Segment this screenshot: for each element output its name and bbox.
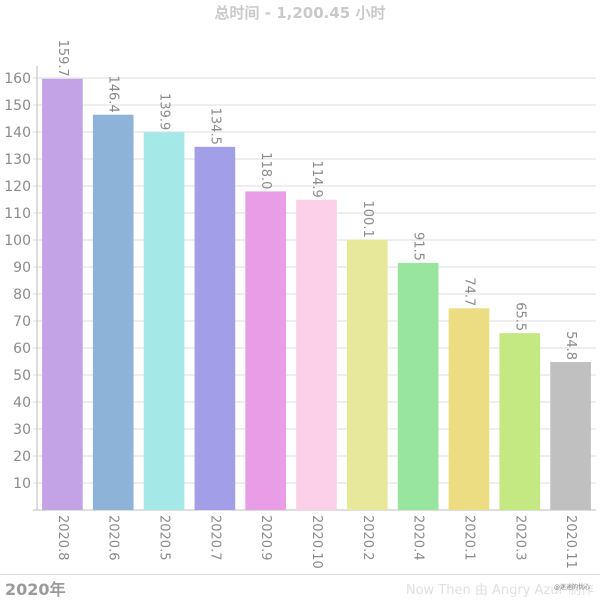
value-label: 91.5 [411, 232, 426, 261]
y-tick-label: 110 [4, 206, 31, 222]
bar-2020-10 [296, 199, 337, 510]
category-label: 2020.6 [106, 515, 121, 561]
value-label: 74.7 [461, 277, 476, 306]
y-tick-label: 100 [4, 233, 31, 249]
category-label: 2020.1 [461, 515, 476, 561]
value-label: 114.9 [309, 161, 324, 198]
category-label: 2020.9 [258, 515, 273, 561]
credit-text: Now Then 由 Angry Azur 制作 [405, 583, 594, 598]
y-tick-label: 50 [13, 368, 31, 384]
y-tick-label: 150 [4, 98, 31, 114]
bar-2020-2 [346, 239, 388, 511]
y-tick-label: 70 [13, 314, 31, 330]
bar-2020-5 [143, 132, 185, 510]
value-label: 65.5 [512, 302, 527, 331]
bar-2020-4 [397, 262, 439, 510]
category-label: 2020.4 [411, 515, 426, 561]
year-label: 2020年 [5, 580, 66, 599]
value-label: 139.9 [157, 93, 172, 130]
y-tick-label: 80 [13, 287, 31, 303]
category-label: 2020.3 [512, 515, 527, 561]
bar-2020-8 [42, 78, 83, 510]
y-tick-label: 30 [13, 422, 31, 438]
bar-2020-9 [245, 191, 287, 510]
value-label: 100.1 [360, 201, 375, 238]
value-label: 134.5 [207, 108, 222, 145]
category-label: 2020.2 [360, 515, 375, 561]
value-label: 118.0 [258, 152, 273, 189]
footer-divider [0, 574, 600, 575]
category-label: 2020.10 [309, 515, 324, 569]
y-tick-label: 160 [4, 71, 31, 87]
y-tick-label: 90 [13, 260, 31, 276]
y-tick-label: 120 [4, 179, 31, 195]
chart-title: 总时间 - 1,200.45 小时 [214, 4, 386, 22]
value-label: 54.8 [563, 331, 578, 360]
bar-2020-1 [448, 308, 490, 510]
category-label: 2020.7 [207, 515, 222, 561]
value-label: 146.4 [106, 76, 121, 113]
bar-2020-11 [550, 362, 591, 510]
bar-2020-6 [92, 114, 134, 510]
y-tick-label: 40 [13, 395, 31, 411]
y-tick-label: 60 [13, 341, 31, 357]
category-label: 2020.8 [55, 515, 70, 561]
bar-chart: 10 20 30 40 50 60 70 80 90 100 110 120 130 140 150 160 1… [4, 40, 596, 569]
y-tick-label: 20 [13, 449, 31, 465]
bar-2020-3 [499, 333, 541, 510]
y-tick-label: 10 [13, 476, 31, 492]
value-label: 159.7 [55, 40, 70, 77]
category-label: 2020.11 [563, 515, 578, 569]
y-tick-label: 130 [4, 152, 31, 168]
category-label: 2020.5 [157, 515, 172, 561]
bar-2020-7 [194, 146, 236, 510]
y-tick-label: 140 [4, 125, 31, 141]
watermark-text: @迷途的忧心 [553, 584, 590, 591]
